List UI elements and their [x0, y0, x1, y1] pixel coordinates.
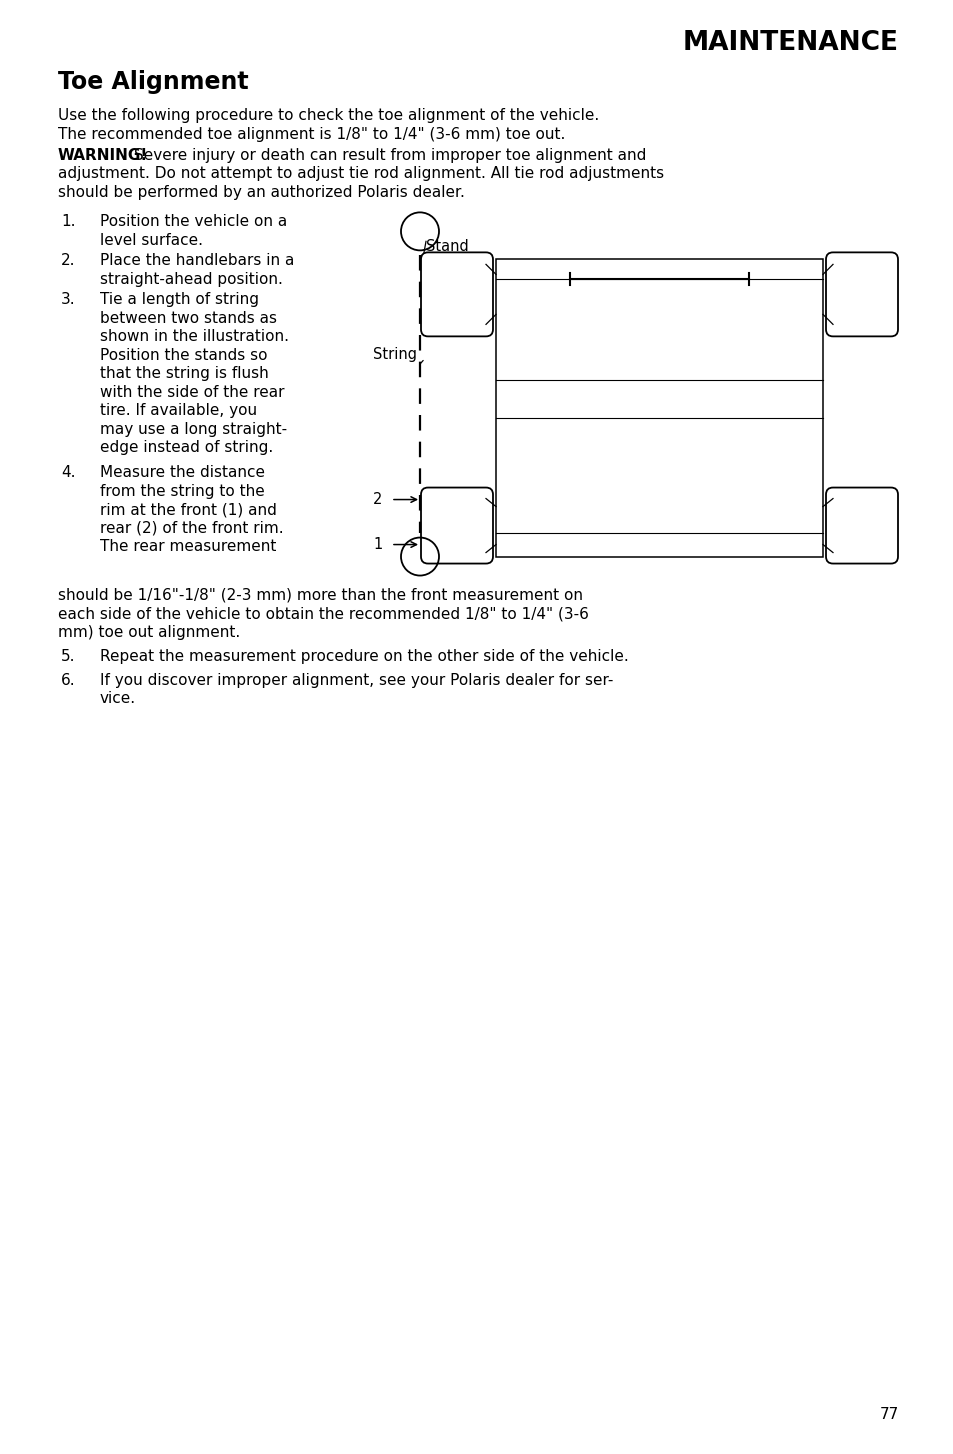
FancyBboxPatch shape — [825, 253, 897, 336]
Text: should be 1/16"-1/8" (2-3 mm) more than the front measurement on: should be 1/16"-1/8" (2-3 mm) more than … — [58, 587, 582, 602]
Text: may use a long straight-: may use a long straight- — [100, 422, 287, 436]
Text: 5.: 5. — [61, 648, 75, 663]
Text: rear (2) of the front rim.: rear (2) of the front rim. — [100, 521, 283, 535]
Text: 77: 77 — [879, 1407, 898, 1422]
Text: Position the vehicle on a: Position the vehicle on a — [100, 214, 287, 230]
Text: The recommended toe alignment is 1/8" to 1/4" (3-6 mm) toe out.: The recommended toe alignment is 1/8" to… — [58, 126, 565, 141]
Text: 1.: 1. — [61, 214, 75, 230]
Bar — [496, 259, 822, 557]
Text: Place the handlebars in a: Place the handlebars in a — [100, 253, 294, 268]
Text: If you discover improper alignment, see your Polaris dealer for ser-: If you discover improper alignment, see … — [100, 673, 613, 688]
Text: The rear measurement: The rear measurement — [100, 539, 276, 554]
Text: MAINTENANCE: MAINTENANCE — [682, 31, 898, 57]
Text: mm) toe out alignment.: mm) toe out alignment. — [58, 625, 240, 640]
Text: 1: 1 — [373, 537, 382, 553]
Text: Repeat the measurement procedure on the other side of the vehicle.: Repeat the measurement procedure on the … — [100, 648, 628, 663]
Text: tire. If available, you: tire. If available, you — [100, 403, 257, 419]
FancyBboxPatch shape — [420, 253, 493, 336]
Text: should be performed by an authorized Polaris dealer.: should be performed by an authorized Pol… — [58, 185, 464, 199]
Text: straight-ahead position.: straight-ahead position. — [100, 272, 283, 286]
Text: Tie a length of string: Tie a length of string — [100, 292, 258, 307]
Text: edge instead of string.: edge instead of string. — [100, 441, 273, 455]
Text: each side of the vehicle to obtain the recommended 1/8" to 1/4" (3-6: each side of the vehicle to obtain the r… — [58, 606, 588, 621]
Text: Measure the distance: Measure the distance — [100, 465, 265, 480]
Text: between two stands as: between two stands as — [100, 311, 276, 326]
FancyBboxPatch shape — [420, 487, 493, 564]
Text: from the string to the: from the string to the — [100, 484, 265, 499]
Text: with the side of the rear: with the side of the rear — [100, 384, 284, 400]
Text: shown in the illustration.: shown in the illustration. — [100, 329, 289, 345]
Text: String: String — [373, 348, 416, 362]
Text: Use the following procedure to check the toe alignment of the vehicle.: Use the following procedure to check the… — [58, 108, 598, 124]
Text: Severe injury or death can result from improper toe alignment and: Severe injury or death can result from i… — [133, 148, 646, 163]
Text: that the string is flush: that the string is flush — [100, 366, 269, 381]
Text: Toe Alignment: Toe Alignment — [58, 70, 249, 95]
Text: WARNING!: WARNING! — [58, 148, 148, 163]
Text: 3.: 3. — [61, 292, 75, 307]
Text: 4.: 4. — [61, 465, 75, 480]
Text: Stand: Stand — [426, 240, 468, 254]
Text: rim at the front (1) and: rim at the front (1) and — [100, 502, 276, 518]
Text: vice.: vice. — [100, 691, 136, 707]
Text: level surface.: level surface. — [100, 233, 203, 247]
Text: 6.: 6. — [61, 673, 75, 688]
Text: Position the stands so: Position the stands so — [100, 348, 267, 362]
Text: 2.: 2. — [61, 253, 75, 268]
Text: adjustment. Do not attempt to adjust tie rod alignment. All tie rod adjustments: adjustment. Do not attempt to adjust tie… — [58, 166, 663, 182]
Text: 2: 2 — [373, 491, 382, 507]
FancyBboxPatch shape — [825, 487, 897, 564]
